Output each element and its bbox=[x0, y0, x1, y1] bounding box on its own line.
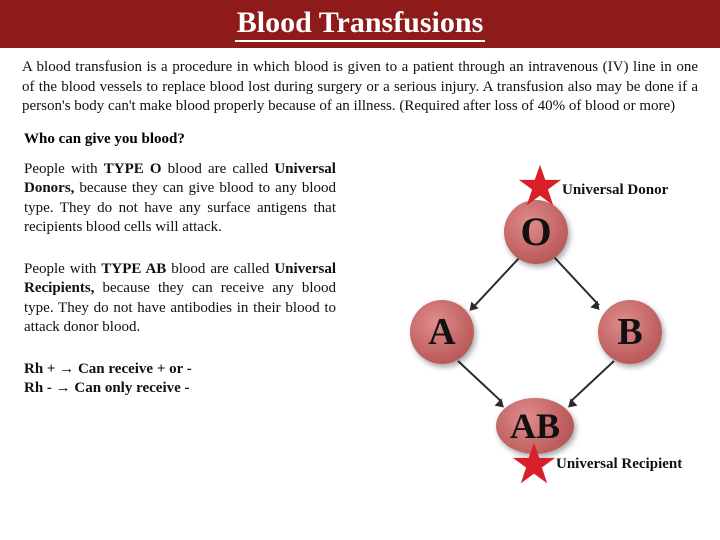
subheading: Who can give you blood? bbox=[0, 125, 720, 154]
text-column: People with TYPE O blood are called Univ… bbox=[24, 160, 336, 510]
node-a: A bbox=[410, 300, 474, 364]
page-title: Blood Transfusions bbox=[235, 6, 486, 42]
para-type-o: People with TYPE O blood are called Univ… bbox=[24, 160, 336, 238]
blood-type-diagram: O A B AB Universal Donor Universal Recip… bbox=[376, 160, 686, 510]
t: People with bbox=[24, 161, 104, 177]
label-universal-donor: Universal Donor bbox=[562, 182, 668, 199]
label-universal-recipient: Universal Recipient bbox=[556, 456, 682, 473]
t: blood are called bbox=[162, 161, 275, 177]
node-o-label: O bbox=[520, 208, 551, 255]
t: TYPE AB bbox=[101, 261, 166, 277]
t: TYPE O bbox=[104, 161, 162, 177]
star-icon bbox=[512, 442, 556, 486]
edge-a-ab bbox=[457, 360, 502, 402]
diagram-column: O A B AB Universal Donor Universal Recip… bbox=[336, 160, 702, 510]
edge-b-ab bbox=[569, 360, 614, 402]
content-row: People with TYPE O blood are called Univ… bbox=[0, 154, 720, 510]
rh-minus-line: Rh - → Can only receive - bbox=[24, 379, 336, 399]
star-icon bbox=[518, 164, 562, 208]
node-b: B bbox=[598, 300, 662, 364]
para-type-ab: People with TYPE AB blood are called Uni… bbox=[24, 260, 336, 338]
t: blood are called bbox=[166, 261, 274, 277]
node-a-label: A bbox=[428, 310, 455, 354]
edge-o-a bbox=[474, 256, 520, 306]
edge-o-b-head bbox=[590, 300, 603, 313]
title-banner: Blood Transfusions bbox=[0, 0, 720, 48]
rh-plus-line: Rh + → Can receive + or - bbox=[24, 360, 336, 380]
node-ab-label: AB bbox=[510, 405, 560, 447]
node-o: O bbox=[504, 200, 568, 264]
edge-o-b bbox=[553, 256, 599, 306]
intro-paragraph: A blood transfusion is a procedure in wh… bbox=[0, 48, 720, 125]
node-b-label: B bbox=[617, 310, 642, 354]
t: People with bbox=[24, 261, 101, 277]
